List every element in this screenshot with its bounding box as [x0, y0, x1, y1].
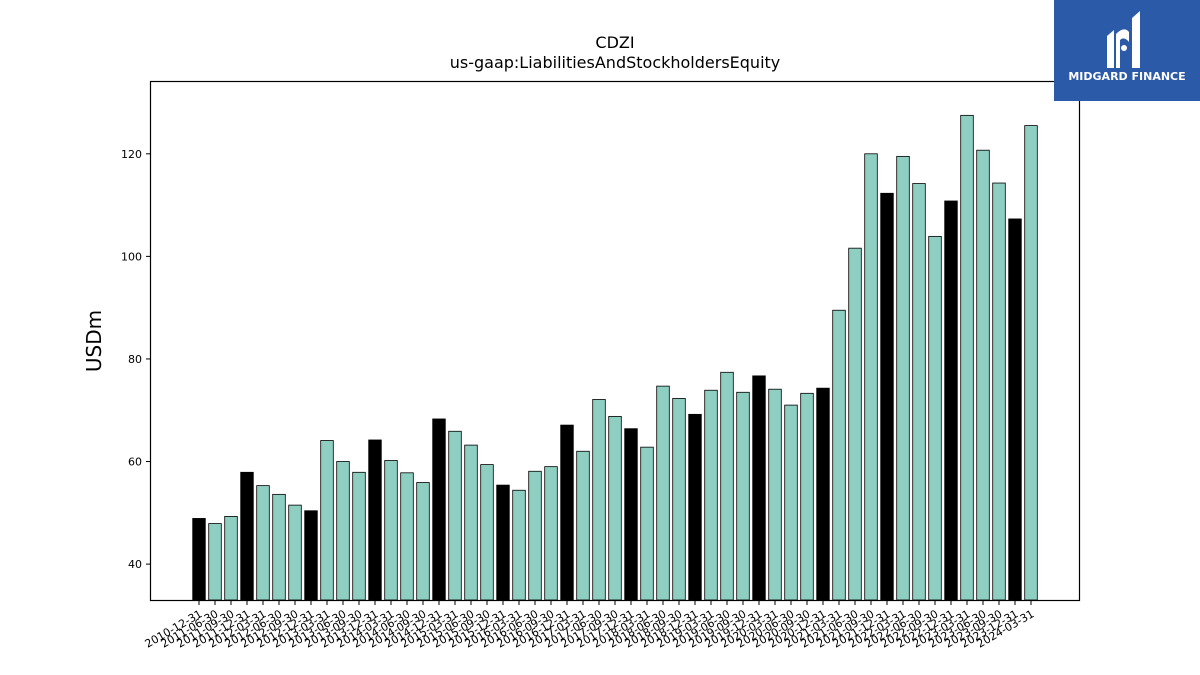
bar-2019-03-31	[704, 389, 718, 601]
bar-2014-06-30	[400, 472, 414, 601]
bar-2013-12-31	[368, 439, 382, 601]
bar-2013-09-30	[352, 471, 366, 601]
bar-2020-06-30	[784, 404, 798, 601]
bar-2016-03-31	[512, 489, 526, 601]
bar-2018-03-31	[640, 446, 654, 601]
bar-2016-09-30	[544, 466, 558, 601]
y-tick-label: 60	[128, 456, 142, 469]
bar-2011-12-31	[240, 471, 254, 601]
bar-2020-09-30	[800, 392, 814, 601]
bar-2021-09-30	[864, 153, 878, 601]
plot-frame	[149, 80, 1081, 602]
bar-2012-12-31	[304, 510, 318, 601]
bar-2012-03-31	[256, 485, 270, 601]
bar-2015-03-31	[448, 430, 462, 601]
bar-2021-03-31	[832, 309, 846, 601]
bar-2021-12-31	[880, 192, 894, 601]
bar-2022-03-31	[896, 155, 910, 601]
bar-2017-06-30	[592, 399, 606, 601]
bar-2023-03-31	[960, 114, 974, 601]
bar-2014-03-31	[384, 460, 398, 601]
bar-2023-09-30	[992, 182, 1006, 601]
y-tick-label: 40	[128, 558, 142, 571]
bar-2018-09-30	[672, 398, 686, 601]
x-axis: 2010-12-312011-06-302011-09-302011-12-31…	[143, 600, 1037, 651]
chart-subtitle: us-gaap:LiabilitiesAndStockholdersEquity	[450, 53, 781, 72]
bar-2019-12-31	[752, 375, 766, 601]
bar-2020-12-31	[816, 387, 830, 601]
bar-2012-06-30	[272, 493, 286, 601]
bar-2023-12-31	[1008, 218, 1022, 601]
bar-2015-12-31	[496, 484, 510, 601]
y-axis: 40 60 80 100 120	[121, 148, 151, 571]
bar-2016-12-31	[560, 424, 574, 601]
bar-2011-06-30	[208, 523, 222, 601]
bar-2024-03-31	[1024, 125, 1038, 601]
bar-2014-12-31	[432, 418, 446, 601]
bar-2020-03-31	[768, 388, 782, 601]
bar-2022-12-31	[944, 200, 958, 601]
bar-2015-09-30	[480, 464, 494, 601]
brand-logo: MIDGARD FINANCE	[1054, 0, 1200, 101]
bar-2019-06-30	[720, 371, 734, 601]
brand-name: MIDGARD FINANCE	[1068, 70, 1185, 83]
y-tick-label: 100	[121, 250, 142, 263]
bar-2023-06-30	[976, 149, 990, 601]
logo-mark-icon	[1107, 11, 1140, 68]
bar-2014-09-30	[416, 482, 430, 601]
bar-2022-09-30	[928, 235, 942, 601]
bar-2013-03-31	[320, 440, 334, 601]
bar-2018-06-30	[656, 385, 670, 601]
y-axis-label: USDm	[82, 310, 106, 372]
y-tick-label: 120	[121, 148, 142, 161]
bar-2017-09-30	[608, 415, 622, 601]
bar-2019-09-30	[736, 391, 750, 601]
chart-title: CDZI	[595, 33, 634, 52]
logo-background	[1054, 0, 1200, 101]
bar-2017-03-31	[576, 450, 590, 601]
bars-group	[192, 114, 1038, 601]
bar-2021-06-30	[848, 247, 862, 601]
y-tick-label: 80	[128, 353, 142, 366]
bar-2011-09-30	[224, 516, 238, 601]
bar-2022-06-30	[912, 183, 926, 601]
bar-2016-06-30	[528, 470, 542, 601]
bar-2010-12-31	[192, 518, 206, 601]
bar-2017-12-31	[624, 428, 638, 601]
bar-2012-09-30	[288, 504, 302, 601]
bar-2013-06-30	[336, 461, 350, 601]
bar-2015-06-30	[464, 444, 478, 601]
bar-2018-12-31	[688, 413, 702, 601]
